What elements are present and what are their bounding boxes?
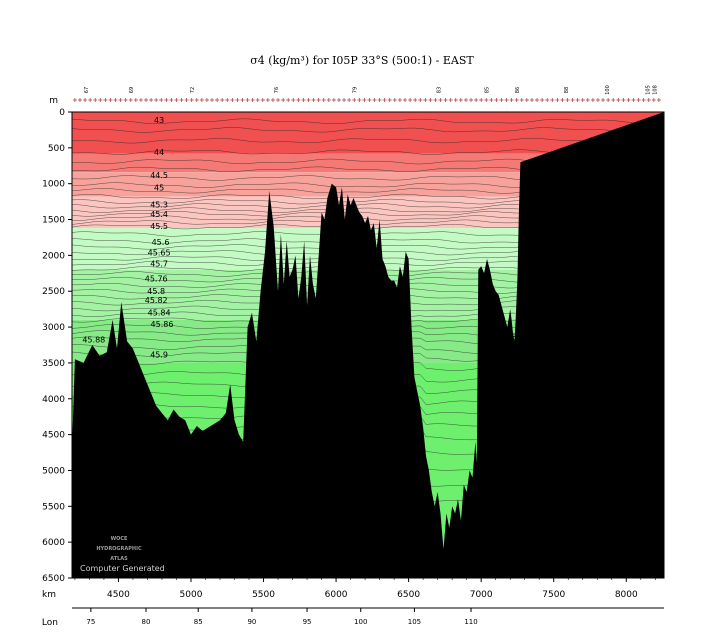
station-markers: 67 69 72 76 79 83 85 86 88 100 105 108 bbox=[72, 85, 661, 102]
contour-label: 45.84 bbox=[148, 309, 171, 318]
lon-axis-unit: Lon bbox=[42, 618, 58, 628]
x-axis: 4500 5000 5500 6000 6500 7000 7500 8000 bbox=[74, 578, 656, 600]
contour-label: 45.88 bbox=[499, 332, 522, 341]
contour-label: 45.3 bbox=[150, 201, 168, 210]
station-label: 85 bbox=[484, 87, 490, 93]
y-tick-label: 3000 bbox=[42, 323, 65, 333]
band-2 bbox=[72, 153, 664, 173]
plot-frame bbox=[71, 111, 665, 579]
chart-title: σ4 (kg/m³) for I05P 33°S (500:1) - EAST bbox=[250, 54, 474, 67]
lon-axis: 75 80 85 90 95 100 105 110 bbox=[72, 607, 664, 626]
lon-tick-label: 90 bbox=[247, 618, 256, 626]
contour-label: 45.7 bbox=[150, 259, 168, 268]
y-tick-label: 4000 bbox=[42, 395, 65, 405]
logo-line-3: ATLAS bbox=[110, 556, 128, 562]
contour-label: 45.65 bbox=[148, 249, 171, 258]
contour-label: 44 bbox=[154, 148, 164, 157]
x-tick-label: 5500 bbox=[252, 590, 275, 600]
x-axis-unit: km bbox=[42, 590, 56, 600]
y-tick-label: 6500 bbox=[42, 574, 65, 584]
station-label: 105 bbox=[645, 85, 651, 95]
x-tick-label: 5000 bbox=[180, 590, 203, 600]
contour-line bbox=[72, 127, 664, 133]
lon-tick-label: 75 bbox=[86, 618, 95, 626]
computer-generated-caption: Computer Generated bbox=[80, 564, 165, 573]
contour-label: 45 bbox=[154, 183, 164, 192]
station-label: 108 bbox=[653, 85, 659, 95]
contour-label: 45.86 bbox=[151, 320, 174, 329]
lon-tick-label: 80 bbox=[142, 618, 151, 626]
contour-label: 45.5 bbox=[150, 222, 168, 231]
station-label: 86 bbox=[515, 87, 521, 93]
y-axis-unit: m bbox=[49, 96, 58, 106]
lon-tick-label: 100 bbox=[354, 618, 367, 626]
x-tick-label: 7500 bbox=[542, 590, 565, 600]
x-tick-label: 6000 bbox=[325, 590, 348, 600]
lon-tick-label: 110 bbox=[464, 618, 477, 626]
station-label: 72 bbox=[190, 87, 196, 93]
contour-label: 45.4 bbox=[150, 210, 168, 219]
y-tick-label: 5000 bbox=[42, 466, 65, 476]
station-label: 79 bbox=[352, 87, 358, 93]
y-axis: 0 500 1000 1500 2000 2500 3000 3500 4000 4500 5000… bbox=[42, 108, 72, 584]
station-label: 69 bbox=[129, 87, 135, 93]
woce-logo: WOCE HYDROGRAPHIC ATLAS bbox=[96, 536, 142, 562]
x-tick-label: 7000 bbox=[470, 590, 493, 600]
logo-line-2: HYDROGRAPHIC bbox=[96, 546, 142, 552]
contour-label: 45.96 bbox=[499, 425, 522, 434]
bathymetry-layer bbox=[72, 112, 664, 578]
station-label: 83 bbox=[437, 87, 443, 93]
lon-tick-label: 105 bbox=[408, 618, 421, 626]
contour-label: 45.9 bbox=[150, 350, 168, 359]
x-tick-label: 6500 bbox=[397, 590, 420, 600]
y-tick-label: 5500 bbox=[42, 502, 65, 512]
contour-label: 45.82 bbox=[145, 296, 168, 305]
y-tick-label: 0 bbox=[59, 108, 65, 118]
lon-tick-label: 85 bbox=[194, 618, 203, 626]
x-tick-label: 4500 bbox=[107, 590, 130, 600]
contour-line bbox=[72, 118, 664, 125]
contour-label: 43 bbox=[154, 116, 164, 125]
contour-label: 45.8 bbox=[147, 287, 165, 296]
lon-tick-label: 95 bbox=[303, 618, 312, 626]
seafloor bbox=[72, 112, 664, 578]
contour-label: 44.5 bbox=[150, 171, 168, 180]
station-label: 88 bbox=[564, 87, 570, 93]
y-tick-label: 1500 bbox=[42, 216, 65, 226]
station-label: 100 bbox=[605, 85, 611, 95]
contour-label: 45.6 bbox=[152, 238, 170, 247]
y-tick-label: 6000 bbox=[42, 538, 65, 548]
contour-label: 45.88 bbox=[82, 335, 105, 344]
contour-line bbox=[72, 137, 664, 144]
y-tick-label: 4500 bbox=[42, 431, 65, 441]
contour-label: 45.76 bbox=[145, 274, 168, 283]
logo-line-1: WOCE bbox=[111, 536, 128, 542]
y-tick-label: 2500 bbox=[42, 287, 65, 297]
y-tick-label: 2000 bbox=[42, 251, 65, 261]
station-label: 76 bbox=[274, 87, 280, 93]
station-label: 67 bbox=[84, 87, 90, 93]
y-tick-label: 3500 bbox=[42, 359, 65, 369]
y-tick-label: 1000 bbox=[42, 180, 65, 190]
y-tick-label: 500 bbox=[48, 144, 65, 154]
x-tick-label: 8000 bbox=[615, 590, 638, 600]
